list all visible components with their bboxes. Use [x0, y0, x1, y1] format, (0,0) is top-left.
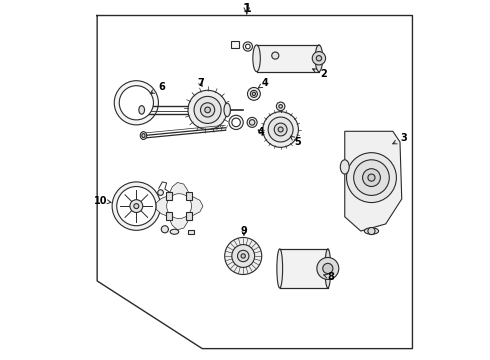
Circle shape	[229, 115, 243, 130]
Ellipse shape	[142, 134, 145, 138]
Circle shape	[245, 44, 250, 49]
Circle shape	[249, 120, 255, 125]
Ellipse shape	[277, 249, 283, 288]
Ellipse shape	[365, 228, 379, 234]
Polygon shape	[345, 131, 402, 231]
Circle shape	[119, 86, 153, 120]
Polygon shape	[156, 183, 203, 230]
Circle shape	[368, 174, 375, 181]
Circle shape	[134, 204, 139, 208]
Text: 10: 10	[94, 196, 111, 206]
Circle shape	[268, 117, 293, 142]
Bar	[186, 192, 192, 200]
Bar	[166, 212, 172, 220]
Circle shape	[363, 169, 380, 186]
Circle shape	[279, 104, 282, 108]
Circle shape	[250, 90, 257, 98]
Polygon shape	[167, 194, 192, 219]
Circle shape	[368, 228, 375, 235]
Circle shape	[188, 90, 227, 130]
Circle shape	[130, 200, 143, 212]
Text: 6: 6	[150, 82, 165, 94]
Circle shape	[243, 42, 252, 51]
Text: 4: 4	[258, 127, 265, 137]
Ellipse shape	[140, 132, 147, 139]
Bar	[257, 45, 319, 72]
Circle shape	[263, 112, 298, 147]
Circle shape	[316, 55, 321, 61]
Circle shape	[158, 190, 163, 195]
Circle shape	[272, 52, 279, 59]
Text: 1: 1	[243, 2, 251, 15]
Circle shape	[274, 123, 287, 136]
Circle shape	[317, 257, 339, 279]
Circle shape	[194, 96, 221, 123]
Circle shape	[225, 238, 262, 275]
Bar	[166, 192, 172, 200]
Text: 3: 3	[393, 134, 407, 144]
Bar	[280, 249, 328, 288]
Ellipse shape	[224, 103, 230, 117]
Bar	[188, 230, 194, 234]
Circle shape	[241, 254, 245, 258]
Bar	[186, 212, 192, 220]
Circle shape	[312, 51, 326, 65]
Text: 5: 5	[291, 136, 301, 147]
Ellipse shape	[170, 229, 179, 234]
Circle shape	[247, 117, 257, 127]
Circle shape	[112, 182, 161, 230]
Circle shape	[114, 81, 158, 125]
Ellipse shape	[340, 160, 349, 174]
Ellipse shape	[139, 105, 145, 114]
Text: 9: 9	[241, 226, 247, 236]
Circle shape	[276, 102, 285, 111]
Circle shape	[278, 127, 283, 132]
Text: 4: 4	[258, 78, 269, 88]
Text: 2: 2	[313, 69, 327, 79]
Ellipse shape	[325, 249, 331, 288]
Text: 8: 8	[324, 273, 335, 282]
Circle shape	[354, 160, 389, 195]
Bar	[231, 41, 239, 48]
Circle shape	[232, 118, 241, 127]
Circle shape	[205, 107, 210, 113]
Circle shape	[161, 226, 169, 233]
Circle shape	[232, 244, 255, 267]
Circle shape	[346, 153, 396, 203]
Circle shape	[323, 264, 333, 274]
Ellipse shape	[253, 45, 260, 72]
Ellipse shape	[315, 45, 323, 72]
Circle shape	[117, 186, 156, 226]
Circle shape	[200, 103, 215, 117]
Circle shape	[252, 92, 255, 95]
Circle shape	[238, 250, 249, 262]
Text: 7: 7	[197, 78, 204, 88]
Circle shape	[247, 87, 260, 100]
